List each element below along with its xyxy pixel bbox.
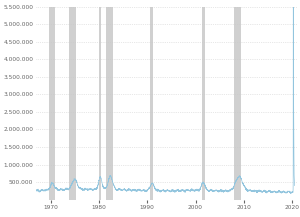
Bar	[106, 7, 113, 200]
Bar	[69, 7, 76, 200]
Bar	[99, 7, 101, 200]
Bar	[202, 7, 205, 200]
Bar	[234, 7, 242, 200]
Bar	[150, 7, 153, 200]
Bar	[49, 7, 55, 200]
